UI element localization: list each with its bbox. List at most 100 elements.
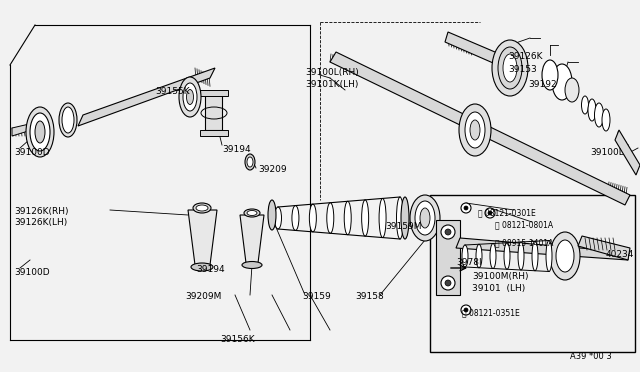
Ellipse shape [542, 60, 558, 90]
Ellipse shape [441, 225, 455, 239]
Ellipse shape [247, 157, 253, 167]
Ellipse shape [470, 120, 480, 140]
Bar [430, 195, 635, 352]
Text: 39192: 39192 [528, 80, 557, 89]
Ellipse shape [565, 78, 579, 102]
Ellipse shape [179, 77, 201, 117]
Ellipse shape [344, 201, 351, 235]
Ellipse shape [582, 96, 589, 114]
Ellipse shape [476, 244, 482, 268]
Ellipse shape [595, 103, 604, 127]
Text: 39209M: 39209M [185, 292, 221, 301]
Text: 39126K(LH): 39126K(LH) [14, 218, 67, 227]
Ellipse shape [59, 103, 77, 137]
Ellipse shape [410, 195, 440, 241]
Ellipse shape [490, 244, 496, 269]
Ellipse shape [461, 305, 471, 315]
Ellipse shape [183, 83, 197, 111]
Ellipse shape [292, 206, 299, 230]
Text: 3978I: 3978I [456, 258, 482, 267]
Ellipse shape [546, 241, 552, 272]
Polygon shape [78, 68, 215, 126]
Polygon shape [445, 32, 502, 66]
Ellipse shape [186, 90, 193, 105]
Ellipse shape [498, 47, 522, 89]
Text: 39126K(RH): 39126K(RH) [14, 207, 68, 216]
Ellipse shape [492, 40, 528, 96]
Ellipse shape [245, 154, 255, 170]
Ellipse shape [327, 203, 334, 233]
Polygon shape [200, 90, 228, 96]
Ellipse shape [191, 263, 213, 271]
Text: 39159: 39159 [302, 292, 331, 301]
Text: 39155K: 39155K [155, 87, 189, 96]
Ellipse shape [445, 280, 451, 286]
Text: 39101K(LH): 39101K(LH) [305, 80, 358, 89]
Ellipse shape [397, 197, 403, 239]
Text: 39100L(RH): 39100L(RH) [305, 68, 359, 77]
Text: 39126K: 39126K [508, 52, 543, 61]
Ellipse shape [275, 207, 282, 229]
Text: 39100D: 39100D [14, 148, 50, 157]
Text: 39194: 39194 [222, 145, 251, 154]
Text: 39194: 39194 [196, 265, 225, 274]
Ellipse shape [26, 107, 54, 157]
Ellipse shape [518, 242, 524, 270]
Polygon shape [205, 95, 222, 130]
Text: 39100L: 39100L [590, 148, 624, 157]
Polygon shape [615, 130, 640, 175]
Text: A39 *00 3: A39 *00 3 [570, 352, 612, 361]
Ellipse shape [242, 262, 262, 269]
Ellipse shape [247, 211, 257, 215]
Ellipse shape [401, 197, 409, 239]
Ellipse shape [309, 204, 316, 232]
Ellipse shape [459, 104, 491, 156]
Ellipse shape [465, 112, 485, 148]
Text: 39153: 39153 [508, 65, 537, 74]
Ellipse shape [485, 208, 495, 218]
Text: 39156K: 39156K [220, 335, 255, 344]
Text: 39159M: 39159M [385, 222, 422, 231]
Ellipse shape [445, 229, 451, 235]
Text: Ⓑ 08121-0351E: Ⓑ 08121-0351E [462, 308, 520, 317]
Ellipse shape [552, 64, 572, 100]
Text: Ⓦ 08915-1401A: Ⓦ 08915-1401A [495, 238, 554, 247]
Polygon shape [188, 210, 217, 265]
Polygon shape [330, 52, 630, 205]
Ellipse shape [420, 208, 430, 228]
Polygon shape [578, 236, 630, 260]
Text: Ⓑ 08121-0801A: Ⓑ 08121-0801A [495, 220, 553, 229]
Polygon shape [240, 215, 264, 263]
Ellipse shape [62, 107, 74, 133]
Text: 39101  (LH): 39101 (LH) [472, 284, 525, 293]
Text: Ⓑ 08121-0301E: Ⓑ 08121-0301E [478, 208, 536, 217]
Ellipse shape [415, 201, 435, 235]
Ellipse shape [462, 245, 468, 267]
Ellipse shape [532, 241, 538, 271]
Polygon shape [200, 130, 228, 136]
Ellipse shape [556, 240, 574, 272]
Polygon shape [12, 122, 38, 136]
Ellipse shape [550, 232, 580, 280]
Polygon shape [456, 238, 628, 260]
Polygon shape [436, 220, 460, 295]
Ellipse shape [268, 200, 276, 230]
Text: 39100D: 39100D [14, 268, 50, 277]
Ellipse shape [244, 209, 260, 217]
Text: 39209: 39209 [258, 165, 287, 174]
Ellipse shape [602, 109, 610, 131]
Ellipse shape [193, 203, 211, 213]
Ellipse shape [503, 54, 517, 82]
Ellipse shape [362, 200, 369, 236]
Text: 39158: 39158 [355, 292, 384, 301]
Ellipse shape [488, 211, 492, 215]
Ellipse shape [196, 205, 208, 211]
Ellipse shape [464, 308, 468, 312]
Ellipse shape [30, 113, 50, 151]
Ellipse shape [588, 99, 596, 121]
Ellipse shape [379, 198, 386, 238]
Ellipse shape [464, 206, 468, 210]
Ellipse shape [504, 243, 510, 269]
Text: 39100M(RH): 39100M(RH) [472, 272, 529, 281]
Ellipse shape [461, 203, 471, 213]
